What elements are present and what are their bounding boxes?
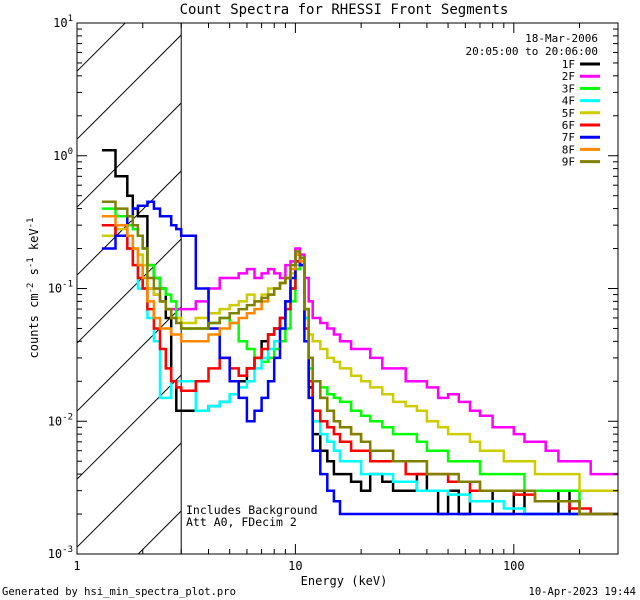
time-range-label: 20:05:00 to 20:06:00	[466, 45, 598, 58]
hatch-line	[77, 170, 182, 276]
y-tick-label: 10-3	[48, 545, 73, 561]
y-tick-label: 100	[53, 147, 73, 163]
series-line-6f	[101, 223, 618, 516]
legend-label-9f: 9F	[562, 156, 575, 169]
hatch-line	[77, 0, 181, 3]
footer-timestamp: 10-Apr-2023 19:44	[529, 586, 636, 598]
hatch-line	[77, 238, 182, 344]
date-label: 18-Mar-2006	[525, 32, 598, 45]
legend-label-1f: 1F	[562, 58, 575, 71]
x-tick-label: 100	[503, 559, 525, 573]
series-line-1f	[101, 149, 618, 516]
legend-label-5f: 5F	[562, 107, 575, 120]
y-axis-label: counts cm-2 s-1 keV-1	[26, 218, 41, 359]
legend-label-8f: 8F	[562, 143, 575, 156]
legend-label-4f: 4F	[562, 95, 575, 108]
x-tick-label: 1	[73, 559, 80, 573]
hatch-line	[77, 102, 182, 208]
hatch-line	[77, 306, 182, 412]
footer-generated-by: Generated by hsi_min_spectra_plot.pro	[2, 586, 236, 598]
legend-label-6f: 6F	[562, 119, 575, 132]
hatch-line	[77, 34, 182, 140]
hatched-excluded-region	[77, 0, 182, 554]
x-axis-label: Energy (keV)	[301, 574, 388, 588]
y-tick-label: 10-1	[48, 280, 73, 296]
hatch-line	[137, 510, 182, 554]
hatch-line	[77, 23, 126, 72]
series-line-7f	[101, 200, 618, 516]
y-tick-label: 101	[53, 14, 73, 30]
x-tick-label: 10	[288, 559, 302, 573]
legend-label-2f: 2F	[562, 70, 575, 83]
annotation-background: Includes Background	[186, 503, 318, 517]
chart-title: Count Spectra for RHESSI Front Segments	[180, 2, 509, 18]
hatch-line	[77, 442, 182, 548]
annotation-attenuator: Att A0, FDecim 2	[186, 515, 297, 529]
hatch-line	[77, 374, 182, 480]
legend-label-7f: 7F	[562, 131, 575, 144]
y-tick-label: 10-2	[48, 412, 73, 428]
legend-label-3f: 3F	[562, 82, 575, 95]
series-line-9f	[101, 200, 618, 516]
